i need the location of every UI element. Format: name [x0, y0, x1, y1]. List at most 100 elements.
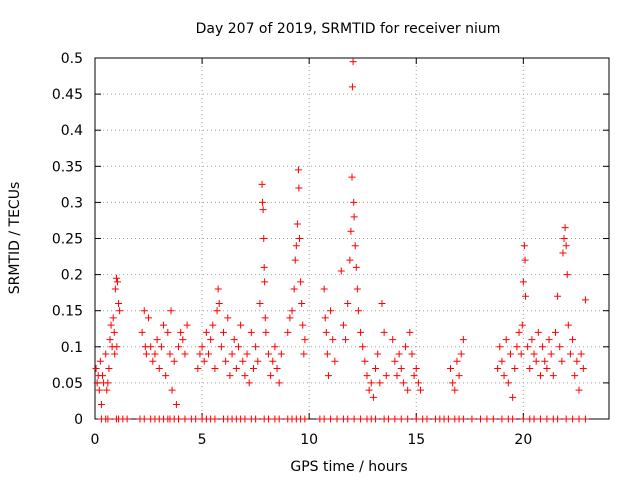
data-point [147, 343, 155, 351]
data-point [376, 379, 384, 387]
data-point [520, 242, 528, 250]
data-point [92, 364, 100, 372]
data-point-zero [397, 415, 405, 423]
data-point [563, 271, 571, 279]
data-point-zero [241, 415, 249, 423]
data-point [410, 372, 418, 380]
data-point [408, 350, 416, 358]
data-point [532, 357, 540, 365]
data-point [559, 249, 567, 257]
data-point [564, 321, 572, 329]
data-point [393, 372, 401, 380]
data-point [369, 393, 377, 401]
data-point [539, 343, 547, 351]
data-point-zero [489, 415, 497, 423]
data-point [103, 386, 111, 394]
data-point [348, 173, 356, 181]
data-point [511, 364, 519, 372]
data-point [524, 343, 532, 351]
data-point [230, 336, 238, 344]
data-point [329, 336, 337, 344]
data-point [344, 299, 352, 307]
data-point [372, 364, 380, 372]
data-point [494, 364, 502, 372]
y-tick-label: 0.3 [61, 195, 83, 211]
data-point [113, 278, 121, 286]
data-point [579, 364, 587, 372]
data-point [299, 321, 307, 329]
data-point [551, 328, 559, 336]
data-point [245, 379, 253, 387]
data-point-zero [344, 415, 352, 423]
data-point [241, 372, 249, 380]
data-point-zero [543, 415, 551, 423]
data-point [95, 386, 103, 394]
axis-ticks: 0 0.05 0.1 0.15 0.2 0.25 0.3 0.35 0.4 0.45 0.5 0 5 10… [52, 51, 609, 448]
data-point [153, 336, 161, 344]
y-tick-label: 0 [74, 412, 83, 428]
data-point-zero [498, 415, 506, 423]
data-point [264, 350, 272, 358]
data-point [545, 336, 553, 344]
data-point [541, 357, 549, 365]
data-point [220, 328, 227, 336]
data-point-zero [320, 415, 328, 423]
data-point [105, 364, 113, 372]
data-point [414, 379, 422, 387]
data-point-zero [536, 415, 544, 423]
data-point [254, 357, 262, 365]
data-point [213, 307, 221, 315]
data-point [502, 336, 510, 344]
data-point-zero [327, 415, 335, 423]
data-point-zero [444, 415, 452, 423]
data-point-zero [468, 415, 476, 423]
data-point [111, 285, 119, 293]
data-point [104, 379, 112, 387]
data-point [166, 350, 174, 358]
data-point [261, 278, 269, 286]
data-point [347, 227, 355, 235]
data-point [207, 336, 215, 344]
data-point [277, 350, 285, 358]
data-point [226, 372, 234, 380]
data-point [357, 328, 365, 336]
y-tick-label: 0.4 [61, 123, 83, 139]
data-point [353, 285, 361, 293]
data-point [352, 263, 360, 271]
data-point [175, 343, 183, 351]
data-point [363, 372, 371, 380]
data-point [412, 364, 420, 372]
data-point [536, 372, 544, 380]
data-point [260, 235, 268, 242]
data-point [323, 350, 331, 358]
data-point [528, 336, 536, 344]
data-point [526, 364, 534, 372]
data-point [389, 336, 397, 344]
data-point [232, 364, 240, 372]
data-point [504, 379, 512, 387]
data-point [324, 372, 332, 380]
data-point-zero [350, 415, 358, 423]
data-point [258, 198, 266, 206]
data-point [151, 350, 159, 358]
data-point [205, 350, 213, 358]
data-point [350, 213, 358, 221]
data-point [116, 307, 124, 315]
data-point-zero [384, 415, 392, 423]
data-point [569, 336, 577, 344]
data-point [209, 321, 217, 329]
data-point [554, 292, 562, 300]
x-axis-label: GPS time / hours [290, 459, 407, 475]
data-point [349, 58, 357, 66]
data-point [367, 379, 375, 387]
data-point [256, 299, 264, 307]
data-point [571, 372, 579, 380]
data-point [296, 235, 304, 242]
data-point [111, 350, 119, 358]
data-point [177, 328, 185, 336]
data-point [417, 386, 425, 394]
data-point [346, 256, 354, 264]
data-point [234, 343, 242, 351]
data-point [337, 267, 345, 275]
data-point [211, 364, 219, 372]
